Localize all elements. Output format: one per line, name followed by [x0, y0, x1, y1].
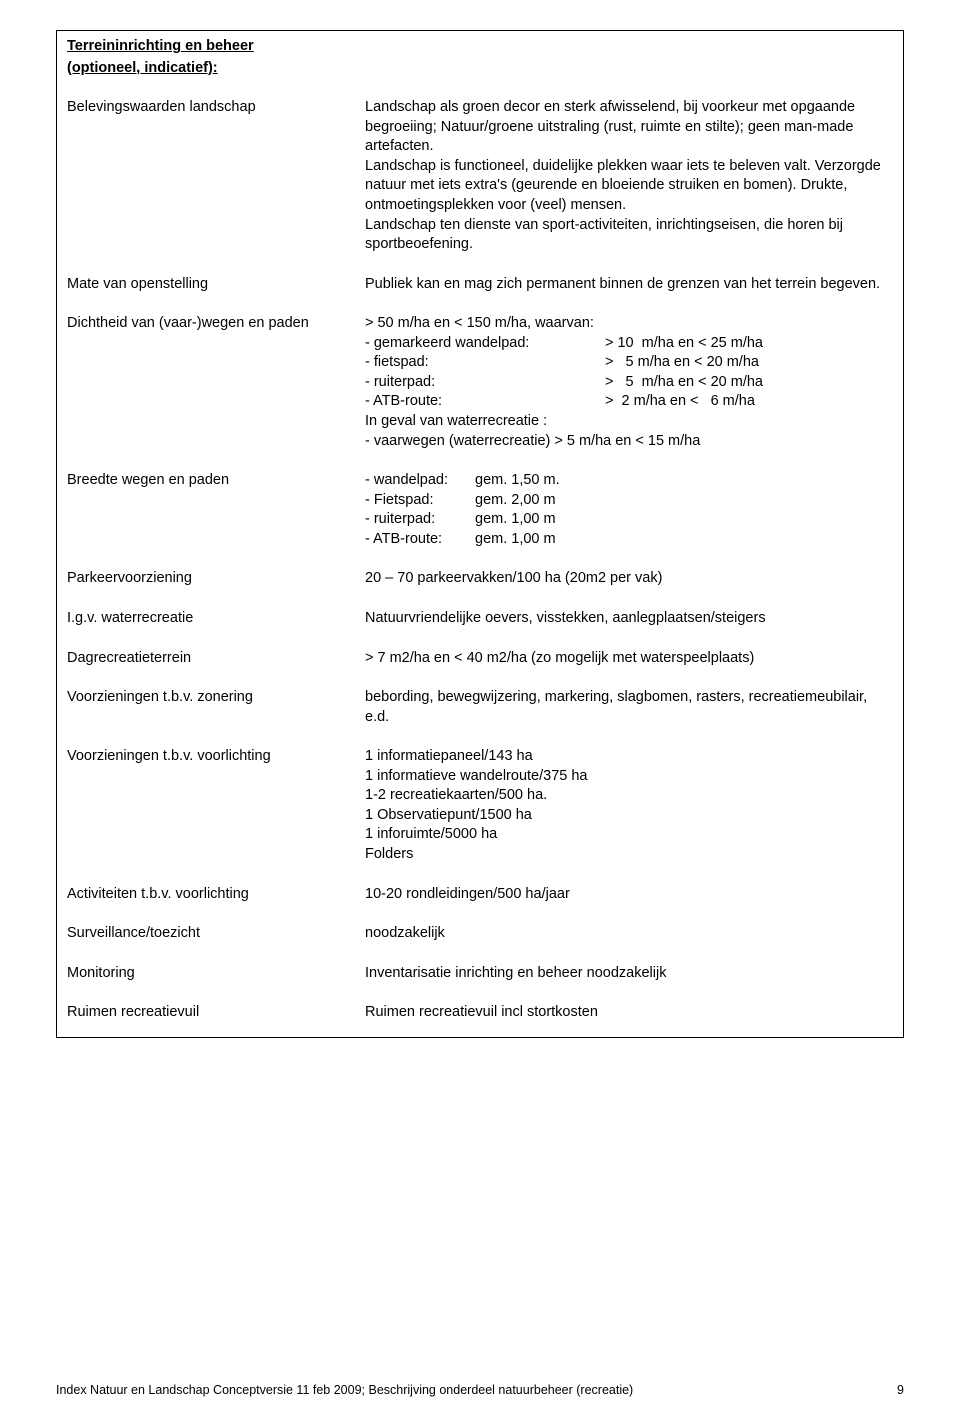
value-voorlichting: 1 informatiepaneel/143 ha 1 informatieve…	[365, 747, 893, 864]
dichtheid-item-key: - ATB-route:	[365, 392, 605, 412]
value-monitoring: Inventarisatie inrichting en beheer nood…	[365, 964, 893, 984]
dichtheid-item-val: > 5 m/ha en < 20 m/ha	[605, 373, 893, 393]
voorlichting-line: 1 informatiepaneel/143 ha	[365, 747, 893, 767]
voorlichting-line: Folders	[365, 845, 893, 865]
dichtheid-item-val: > 5 m/ha en < 20 m/ha	[605, 353, 893, 373]
label-ruimen: Ruimen recreatievuil	[67, 1003, 365, 1023]
row-breedte: Breedte wegen en paden - wandelpad: gem.…	[67, 471, 893, 549]
label-zonering: Voorzieningen t.b.v. zonering	[67, 688, 365, 727]
value-ruimen: Ruimen recreatievuil incl stortkosten	[365, 1003, 893, 1023]
dichtheid-after: - vaarwegen (waterrecreatie) > 5 m/ha en…	[365, 432, 893, 452]
label-breedte: Breedte wegen en paden	[67, 471, 365, 549]
footer-left: Index Natuur en Landschap Conceptversie …	[56, 1382, 633, 1399]
breedte-item-val: gem. 2,00 m	[475, 491, 893, 511]
breedte-item: - ATB-route: gem. 1,00 m	[365, 530, 893, 550]
breedte-item: - wandelpad: gem. 1,50 m.	[365, 471, 893, 491]
section-subtitle: (optioneel, indicatief):	[67, 59, 893, 79]
breedte-item: - ruiterpad: gem. 1,00 m	[365, 510, 893, 530]
label-surveillance: Surveillance/toezicht	[67, 924, 365, 944]
value-activiteiten: 10-20 rondleidingen/500 ha/jaar	[365, 885, 893, 905]
value-openstelling: Publiek kan en mag zich permanent binnen…	[365, 275, 893, 295]
dichtheid-item: - gemarkeerd wandelpad: > 10 m/ha en < 2…	[365, 334, 893, 354]
voorlichting-line: 1 informatieve wandelroute/375 ha	[365, 767, 893, 787]
label-voorlichting: Voorzieningen t.b.v. voorlichting	[67, 747, 365, 864]
value-surveillance: noodzakelijk	[365, 924, 893, 944]
label-monitoring: Monitoring	[67, 964, 365, 984]
dichtheid-mid: In geval van waterrecreatie :	[365, 412, 893, 432]
row-dichtheid: Dichtheid van (vaar-)wegen en paden > 50…	[67, 314, 893, 451]
value-dagrecreatie: > 7 m2/ha en < 40 m2/ha (zo mogelijk met…	[365, 649, 893, 669]
row-dagrecreatie: Dagrecreatieterrein > 7 m2/ha en < 40 m2…	[67, 649, 893, 669]
section-title: Terreininrichting en beheer	[67, 37, 893, 57]
voorlichting-line: 1 Observatiepunt/1500 ha	[365, 806, 893, 826]
row-waterrecreatie: I.g.v. waterrecreatie Natuurvriendelijke…	[67, 609, 893, 629]
dichtheid-item: - ATB-route: > 2 m/ha en < 6 m/ha	[365, 392, 893, 412]
dichtheid-intro: > 50 m/ha en < 150 m/ha, waarvan:	[365, 314, 893, 334]
label-belevingswaarden: Belevingswaarden landschap	[67, 98, 365, 255]
page-footer: Index Natuur en Landschap Conceptversie …	[56, 1382, 904, 1399]
content-frame: Terreininrichting en beheer (optioneel, …	[56, 30, 904, 1038]
label-openstelling: Mate van openstelling	[67, 275, 365, 295]
dichtheid-item-key: - gemarkeerd wandelpad:	[365, 334, 605, 354]
label-parkeer: Parkeervoorziening	[67, 569, 365, 589]
label-dagrecreatie: Dagrecreatieterrein	[67, 649, 365, 669]
value-belevingswaarden: Landschap als groen decor en sterk afwis…	[365, 98, 893, 255]
row-openstelling: Mate van openstelling Publiek kan en mag…	[67, 275, 893, 295]
breedte-item-val: gem. 1,00 m	[475, 510, 893, 530]
page: Terreininrichting en beheer (optioneel, …	[0, 0, 960, 1423]
voorlichting-line: 1-2 recreatiekaarten/500 ha.	[365, 786, 893, 806]
row-voorlichting: Voorzieningen t.b.v. voorlichting 1 info…	[67, 747, 893, 864]
value-waterrecreatie: Natuurvriendelijke oevers, visstekken, a…	[365, 609, 893, 629]
breedte-item: - Fietspad: gem. 2,00 m	[365, 491, 893, 511]
voorlichting-line: 1 inforuimte/5000 ha	[365, 825, 893, 845]
dichtheid-item: - ruiterpad: > 5 m/ha en < 20 m/ha	[365, 373, 893, 393]
row-belevingswaarden: Belevingswaarden landschap Landschap als…	[67, 98, 893, 255]
value-zonering: bebording, bewegwijzering, markering, sl…	[365, 688, 893, 727]
dichtheid-item-val: > 10 m/ha en < 25 m/ha	[605, 334, 893, 354]
label-waterrecreatie: I.g.v. waterrecreatie	[67, 609, 365, 629]
row-zonering: Voorzieningen t.b.v. zonering bebording,…	[67, 688, 893, 727]
row-activiteiten: Activiteiten t.b.v. voorlichting 10-20 r…	[67, 885, 893, 905]
dichtheid-item-key: - fietspad:	[365, 353, 605, 373]
value-dichtheid: > 50 m/ha en < 150 m/ha, waarvan: - gema…	[365, 314, 893, 451]
breedte-item-key: - ruiterpad:	[365, 510, 475, 530]
label-activiteiten: Activiteiten t.b.v. voorlichting	[67, 885, 365, 905]
dichtheid-item: - fietspad: > 5 m/ha en < 20 m/ha	[365, 353, 893, 373]
row-surveillance: Surveillance/toezicht noodzakelijk	[67, 924, 893, 944]
value-parkeer: 20 – 70 parkeervakken/100 ha (20m2 per v…	[365, 569, 893, 589]
label-dichtheid: Dichtheid van (vaar-)wegen en paden	[67, 314, 365, 451]
breedte-item-val: gem. 1,00 m	[475, 530, 893, 550]
row-monitoring: Monitoring Inventarisatie inrichting en …	[67, 964, 893, 984]
breedte-item-key: - ATB-route:	[365, 530, 475, 550]
dichtheid-list: - gemarkeerd wandelpad: > 10 m/ha en < 2…	[365, 334, 893, 412]
dichtheid-item-val: > 2 m/ha en < 6 m/ha	[605, 392, 893, 412]
dichtheid-item-key: - ruiterpad:	[365, 373, 605, 393]
breedte-item-key: - Fietspad:	[365, 491, 475, 511]
breedte-item-val: gem. 1,50 m.	[475, 471, 893, 491]
breedte-item-key: - wandelpad:	[365, 471, 475, 491]
breedte-list: - wandelpad: gem. 1,50 m. - Fietspad: ge…	[365, 471, 893, 549]
row-parkeer: Parkeervoorziening 20 – 70 parkeervakken…	[67, 569, 893, 589]
value-breedte: - wandelpad: gem. 1,50 m. - Fietspad: ge…	[365, 471, 893, 549]
footer-page-number: 9	[897, 1382, 904, 1399]
row-ruimen: Ruimen recreatievuil Ruimen recreatievui…	[67, 1003, 893, 1023]
